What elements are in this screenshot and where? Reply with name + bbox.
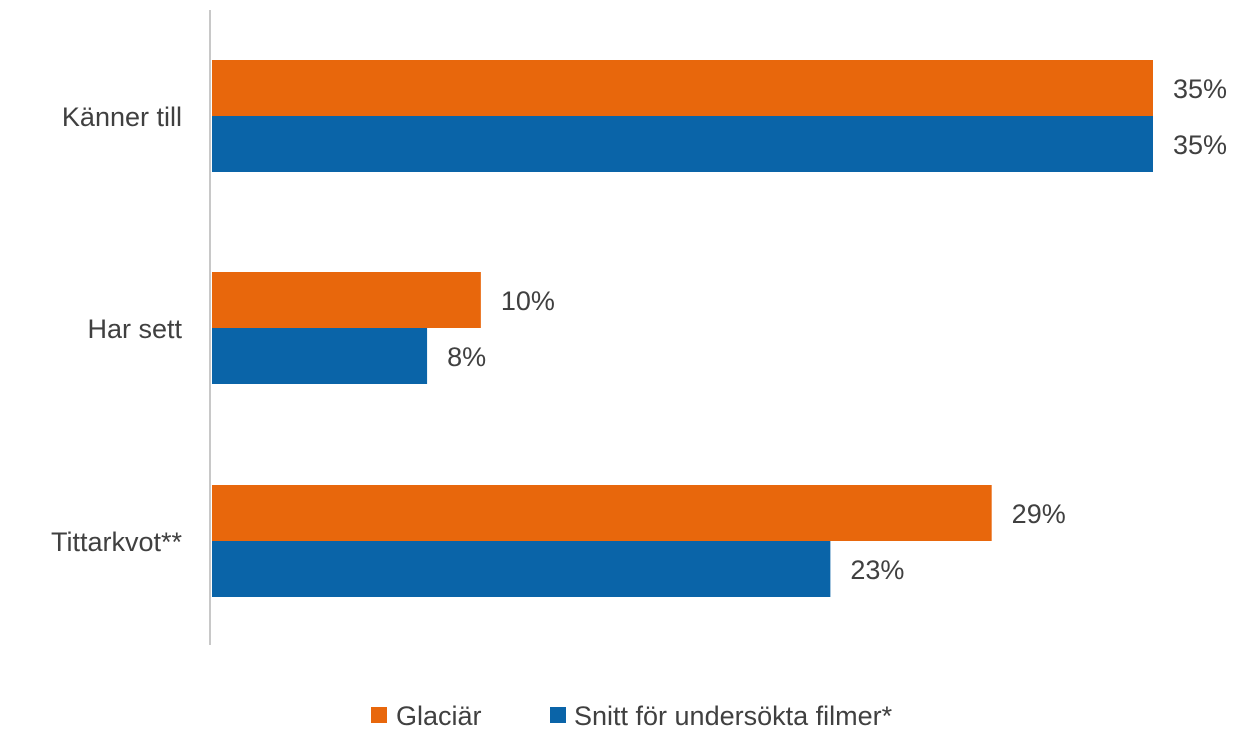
category-label: Känner till (62, 102, 182, 132)
legend-swatch (550, 707, 566, 723)
category-label: Har sett (87, 314, 182, 344)
data-label: 35% (1173, 130, 1227, 160)
data-label: 23% (850, 555, 904, 585)
data-label: 35% (1173, 74, 1227, 104)
bar-average-1 (212, 328, 428, 384)
value-labels: 35% 35% 10% 8% 29% 23% (447, 74, 1227, 585)
legend-label: Snitt för undersökta filmer* (574, 701, 893, 729)
category-label: Tittarkvot** (51, 527, 183, 557)
legend-label: Glaciär (396, 701, 482, 729)
legend: Glaciär Snitt för undersökta filmer* (371, 701, 893, 729)
category-labels: Känner till Har sett Tittarkvot** (51, 102, 183, 557)
bar-glaciar-1 (212, 272, 481, 328)
bar-average-2 (212, 541, 831, 597)
legend-swatch (371, 707, 387, 723)
data-label: 10% (501, 286, 555, 316)
bar-glaciar-0 (212, 60, 1153, 116)
bar-average-0 (212, 116, 1153, 172)
bars-group (212, 60, 1153, 597)
data-label: 29% (1012, 499, 1066, 529)
data-label: 8% (447, 342, 486, 372)
bar-glaciar-2 (212, 485, 992, 541)
